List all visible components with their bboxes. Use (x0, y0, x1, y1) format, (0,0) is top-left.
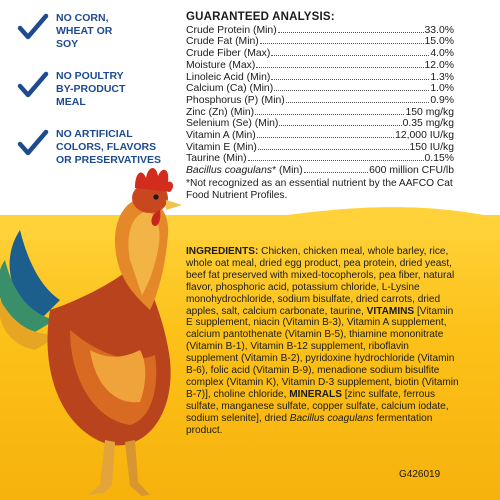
analysis-value: 12,000 IU/kg (395, 130, 454, 142)
checkmark-icon (17, 71, 49, 98)
analysis-label: Vitamin A (Min) (186, 130, 256, 142)
ingredients-part1: Chicken, chicken meal, whole barley, ric… (186, 246, 455, 317)
ingredients-part2: [Vitamin E supplement, niacin (Vitamin B… (186, 305, 459, 400)
leader-dots (247, 153, 424, 162)
vitamins-label: VITAMINS (366, 305, 415, 317)
analysis-label: Phosphorus (P) (Min) (186, 94, 285, 106)
analysis-row: Crude Fiber (Max) 4.0% (186, 48, 454, 60)
leader-dots (256, 130, 395, 139)
minerals-label: MINERALS (289, 388, 342, 400)
product-code: G426019 (399, 469, 441, 480)
analysis-value: 1.3% (430, 71, 454, 83)
checkmark-icon (17, 129, 49, 156)
bacillus-name: Bacillus coagulans (186, 165, 273, 177)
analysis-label: Crude Fat (Min) (186, 36, 259, 48)
analysis-title: GUARANTEED ANALYSIS: (186, 11, 335, 23)
analysis-label: Moisture (Max) (186, 59, 256, 71)
analysis-value: 33.0% (424, 24, 454, 36)
leader-dots (271, 48, 430, 57)
ingredients-heading: INGREDIENTS: (186, 246, 259, 257)
leader-dots (259, 36, 424, 45)
claim-text: NO ARTIFICIAL COLORS, FLAVORS OR PRESERV… (56, 128, 162, 166)
analysis-label: Crude Protein (Min) (186, 24, 277, 36)
analysis-value: 150 IU/kg (409, 141, 454, 153)
claim-no-corn: NO CORN, WHEAT OR SOY (16, 12, 122, 51)
claim-no-byproduct: NO POULTRY BY-PRODUCT MEAL (16, 70, 138, 109)
analysis-row: Crude Fat (Min) 15.0% (186, 36, 454, 48)
guaranteed-analysis: GUARANTEED ANALYSIS: Crude Protein (Min)… (186, 11, 454, 202)
ingredients-part3: [zinc sulfate, ferrous sulfate, manganes… (186, 388, 449, 424)
analysis-value: 15.0% (424, 36, 454, 48)
analysis-label: Selenium (Se) (Min) (186, 118, 279, 130)
leader-dots (277, 25, 424, 33)
analysis-row: Vitamin A (Min) 12,000 IU/kg (186, 130, 454, 142)
analysis-row: Selenium (Se) (Min) 0.35 mg/kg (186, 118, 454, 130)
leader-dots (257, 142, 409, 150)
analysis-row: Vitamin E (Min) 150 IU/kg (186, 142, 454, 154)
analysis-value: 1.0% (430, 83, 454, 95)
leader-dots (279, 118, 402, 127)
analysis-row: Calcium (Ca) (Min) 1.0% (186, 83, 454, 95)
analysis-label: Zinc (Zn) (Min) (186, 106, 255, 118)
bacillus-min: * (Min) (272, 165, 303, 177)
claim-no-artificial: NO ARTIFICIAL COLORS, FLAVORS OR PRESERV… (16, 128, 174, 167)
ingredients-block: INGREDIENTS: Chicken, chicken meal, whol… (186, 246, 462, 437)
analysis-label: Taurine (Min) (186, 153, 247, 165)
analysis-label: Linoleic Acid (Min) (186, 71, 271, 83)
analysis-footnote: *Not recognized as an essential nutrient… (186, 177, 453, 201)
leader-dots (256, 60, 424, 68)
analysis-row: Zinc (Zn) (Min) 150 mg/kg (186, 107, 454, 119)
leader-dots (274, 83, 430, 92)
analysis-row: Linoleic Acid (Min) 1.3% (186, 72, 454, 84)
analysis-label: Calcium (Ca) (Min) (186, 83, 274, 95)
analysis-label: Crude Fiber (Max) (186, 48, 271, 60)
leader-dots (303, 165, 369, 174)
analysis-rows: Crude Protein (Min) 33.0% Crude Fat (Min) 1… (186, 25, 454, 165)
claim-text: NO CORN, WHEAT OR SOY (56, 12, 113, 50)
leader-dots (285, 95, 430, 103)
analysis-value: 600 million CFU/lb (369, 165, 454, 177)
analysis-row-bacillus: Bacillus coagulans* (Min) 600 million CF… (186, 165, 454, 177)
analysis-label: Vitamin E (Min) (186, 141, 257, 153)
ingredients-part4: fermentation product. (186, 412, 433, 436)
bacillus-ingredient: Bacillus coagulans (289, 412, 374, 424)
analysis-row: Moisture (Max) 12.0% (186, 60, 454, 72)
checkmark-icon (17, 13, 49, 40)
analysis-row: Taurine (Min) 0.15% (186, 153, 454, 165)
analysis-value: 150 mg/kg (405, 106, 454, 118)
analysis-value: 0.35 mg/kg (402, 118, 454, 130)
analysis-row: Phosphorus (P) (Min) 0.9% (186, 95, 454, 107)
rooster-illustration (0, 167, 182, 496)
claim-text: NO POULTRY BY-PRODUCT MEAL (56, 70, 126, 108)
analysis-row: Crude Protein (Min) 33.0% (186, 25, 454, 37)
analysis-value: 0.15% (424, 153, 454, 165)
leader-dots (271, 72, 430, 80)
analysis-value: 0.9% (430, 94, 454, 106)
analysis-value: 12.0% (424, 59, 454, 71)
analysis-label: Bacillus coagulans* (Min) (186, 165, 303, 177)
analysis-value: 4.0% (430, 48, 454, 60)
leader-dots (255, 107, 405, 115)
